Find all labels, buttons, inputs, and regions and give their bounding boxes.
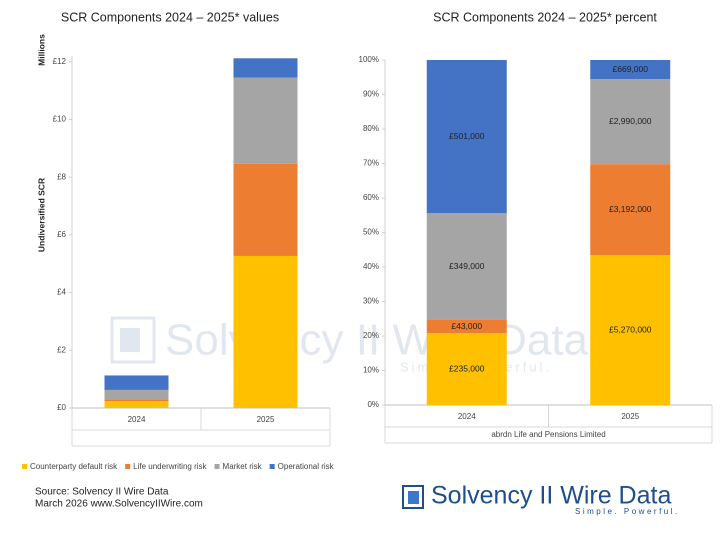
logo-tagline: Simple. Powerful.	[575, 507, 680, 516]
legend-swatch	[269, 464, 275, 469]
data-label: £43,000	[451, 321, 482, 331]
bar-segment	[104, 375, 169, 390]
watermark-icon	[110, 316, 156, 364]
y-tick-label: 70%	[363, 159, 379, 168]
legend-swatch	[214, 464, 220, 469]
bar-segment	[426, 319, 507, 334]
bar-segment	[426, 333, 507, 405]
chart-title: SCR Components 2024 – 2025* values	[61, 10, 279, 24]
logo: Solvency II Wire Data Simple. Powerful.	[402, 482, 680, 516]
y-tick-label: £8	[57, 172, 66, 181]
watermark-title: Solvency II Wire Data	[165, 316, 589, 365]
bar-segment	[426, 213, 507, 320]
y-tick-label: £6	[57, 230, 66, 239]
bar-segment	[233, 58, 298, 78]
y-axis-title: Undiversified SCR	[36, 178, 46, 252]
y-tick-label: £12	[53, 57, 67, 66]
logo-icon	[402, 485, 424, 509]
y-tick-label: 0%	[367, 400, 379, 409]
y-axis-unit: Millions	[36, 34, 46, 66]
bar-segment	[233, 163, 298, 256]
x-tick-label: 2024	[128, 415, 146, 424]
data-label: £5,270,000	[609, 324, 652, 334]
legend-label: Operational risk	[278, 462, 335, 471]
legend-label: Life underwriting risk	[133, 462, 207, 471]
bar-segment	[233, 77, 298, 164]
watermark-icon	[120, 328, 140, 352]
y-tick-label: 40%	[363, 262, 379, 271]
y-tick-label: 60%	[363, 193, 379, 202]
legend-label: Market risk	[223, 462, 263, 471]
logo-icon	[408, 491, 419, 504]
y-tick-label: £0	[57, 403, 66, 412]
y-tick-label: £4	[57, 288, 66, 297]
x-tick-label: 2025	[257, 415, 275, 424]
legend-swatch	[22, 464, 27, 469]
y-tick-label: £10	[53, 115, 67, 124]
bar-segment	[426, 60, 507, 214]
bar-segment	[233, 255, 298, 408]
legend-label: Counterparty default risk	[30, 462, 118, 471]
y-tick-label: 80%	[363, 124, 379, 133]
bar-segment	[590, 255, 671, 405]
footer-source: Source: Solvency II Wire Data	[35, 487, 169, 498]
data-label: £349,000	[449, 261, 485, 271]
legend-swatch	[125, 464, 131, 469]
bar-segment	[590, 164, 671, 255]
bar-segment	[590, 79, 671, 165]
logo-title: Solvency II Wire Data	[431, 482, 671, 510]
y-tick-label: 50%	[363, 228, 379, 237]
data-label: £669,000	[613, 64, 649, 74]
bar-segment	[590, 60, 671, 80]
x-tick-label: 2024	[458, 412, 476, 421]
footer-date: March 2026 www.SolvencyIIWire.com	[35, 499, 203, 510]
bar-segment	[104, 401, 169, 408]
x-tick-label: 2025	[621, 412, 639, 421]
y-tick-label: 100%	[359, 55, 379, 64]
data-label: £235,000	[449, 363, 485, 373]
y-tick-label: 10%	[363, 366, 379, 375]
bar-segment	[104, 399, 169, 402]
y-tick-label: 20%	[363, 331, 379, 340]
chart-title: SCR Components 2024 – 2025* percent	[433, 10, 657, 24]
data-label: £3,192,000	[609, 204, 652, 214]
data-label: £2,990,000	[609, 116, 652, 126]
data-label: £501,000	[449, 131, 485, 141]
y-tick-label: 30%	[363, 297, 379, 306]
x-group-label: abrdn Life and Pensions Limited	[491, 430, 605, 439]
y-tick-label: £2	[57, 345, 66, 354]
bar-segment	[104, 389, 169, 400]
y-tick-label: 90%	[363, 90, 379, 99]
